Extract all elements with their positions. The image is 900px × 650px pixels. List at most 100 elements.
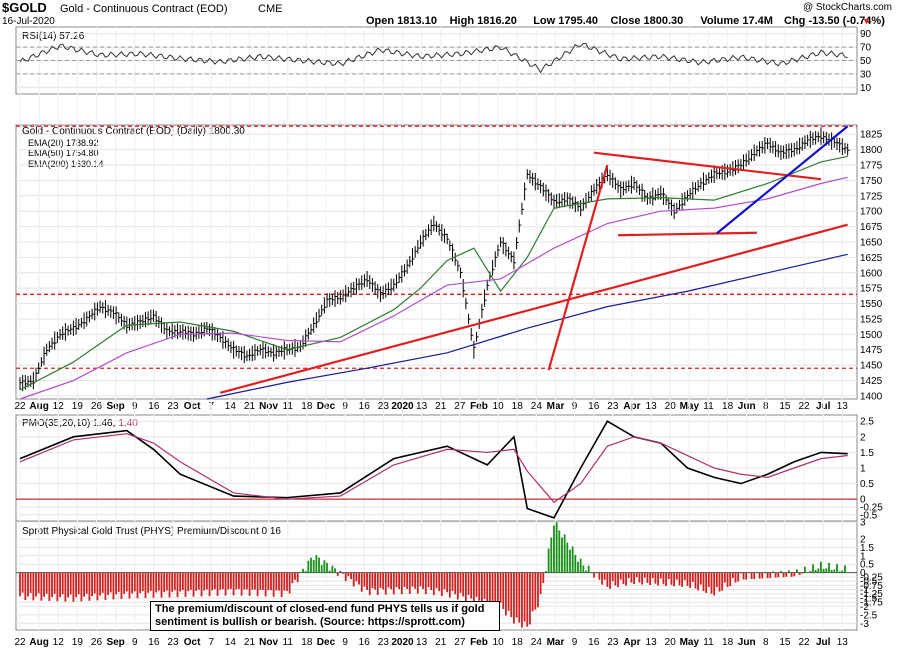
x-tick-label: Nov (259, 637, 278, 648)
y-tick-label: 1625 (860, 253, 883, 264)
y-tick-label: 1775 (860, 161, 883, 172)
y-tick-label: 1475 (860, 345, 883, 356)
x-tick-label: 13 (416, 637, 428, 648)
phys-bar (152, 572, 155, 598)
y-tick-label: 1450 (860, 361, 883, 372)
x-tick-label: Dec (317, 637, 336, 648)
trendline (716, 125, 849, 235)
phys-bar (737, 572, 740, 582)
phys-bar (833, 569, 836, 573)
phys-bar (29, 572, 32, 593)
x-tick-label: 16 (359, 637, 371, 648)
phys-bar (561, 537, 563, 573)
x-tick-label: 16 (148, 637, 160, 648)
phys-bar (772, 571, 774, 573)
phys-bar (115, 572, 118, 595)
phys-bar (160, 572, 163, 598)
phys-bar (769, 572, 772, 578)
x-tick-label: 18 (512, 637, 524, 648)
phys-bar (230, 572, 232, 589)
y-tick-label: 2 (860, 534, 866, 545)
phys-bar (43, 572, 45, 597)
phys-bar (841, 570, 844, 573)
phys-bar (85, 572, 88, 594)
phys-bar (323, 560, 326, 573)
phys-bar (710, 572, 713, 594)
phys-bar (254, 572, 256, 590)
phys-bar (448, 572, 451, 598)
phys-bar (414, 572, 417, 589)
phys-bar (804, 566, 806, 573)
ema200-line (206, 253, 848, 400)
phys-bar (139, 572, 142, 594)
phys-bar (64, 572, 67, 602)
phys-bar (753, 572, 756, 580)
phys-bar (571, 546, 574, 573)
phys-bar (729, 572, 732, 587)
phys-bar (184, 572, 187, 597)
phys-bar (93, 572, 96, 594)
phys-bar (750, 572, 753, 579)
phys-bar (400, 572, 403, 595)
phys-bar (358, 572, 360, 585)
phys-bar (510, 572, 513, 618)
y-tick-label: 1.5 (860, 543, 874, 554)
y-tick-label: 0 (860, 568, 866, 579)
phys-bar (283, 572, 286, 591)
phys-bar (248, 572, 251, 596)
phys-bar (614, 572, 617, 586)
phys-bar (243, 572, 246, 590)
ohlc-low: Low 1795.40 (533, 15, 598, 27)
phys-bar (432, 572, 435, 596)
x-tick-label: Feb (470, 637, 488, 648)
phys-bar (149, 572, 152, 591)
phys-bar (838, 571, 841, 573)
instrument-name: Gold - Continuous Contract (EOD) (60, 3, 228, 15)
phys-bar (459, 572, 462, 593)
phys-bar (478, 572, 481, 601)
phys-bar (763, 571, 766, 573)
phys-bar (606, 572, 609, 587)
phys-bar (168, 572, 171, 598)
phys-bar (315, 555, 318, 573)
pmo-legend: PMO(35,20,10) 1.46, 1.40 (22, 418, 138, 429)
x-tick-label: 27 (454, 637, 466, 648)
ohlc-close: Close 1800.30 (611, 15, 684, 27)
phys-bar (491, 572, 494, 601)
phys-bar (638, 572, 641, 583)
phys-bar (272, 572, 275, 597)
phys-bar (376, 572, 379, 595)
phys-bar (123, 572, 126, 594)
phys-bar (24, 572, 27, 601)
phys-bar (155, 572, 158, 593)
phys-bar (796, 569, 798, 573)
ema50-legend: EMA(50) 1754.80 (28, 148, 99, 158)
phys-bar (374, 572, 376, 590)
x-tick-label: Oct (184, 637, 201, 648)
phys-bar (649, 572, 651, 586)
phys-bar (344, 572, 347, 582)
phys-bar (107, 572, 110, 595)
phys-bar (181, 572, 184, 591)
trendline (618, 231, 757, 237)
phys-bar (566, 542, 569, 573)
phys-bar (192, 572, 195, 597)
phys-bar (112, 572, 115, 600)
y-tick-label: -2 (860, 602, 869, 613)
phys-bar (352, 572, 355, 587)
phys-bar (280, 572, 283, 597)
x-tick-label: 22 (14, 637, 26, 648)
phys-bar (731, 572, 734, 579)
phys-bar (475, 572, 478, 597)
phys-bar (617, 572, 619, 588)
phys-bar (363, 572, 366, 587)
phys-bar (822, 568, 825, 573)
phys-bar (435, 572, 438, 589)
phys-bar (227, 572, 230, 590)
phys-bar (633, 572, 635, 585)
phys-bar (334, 568, 336, 573)
axes-layer: 1030507090140014251450147515001525155015… (14, 27, 883, 648)
phys-bar (211, 572, 214, 591)
phys-bar (467, 572, 470, 595)
phys-bar (267, 572, 270, 591)
